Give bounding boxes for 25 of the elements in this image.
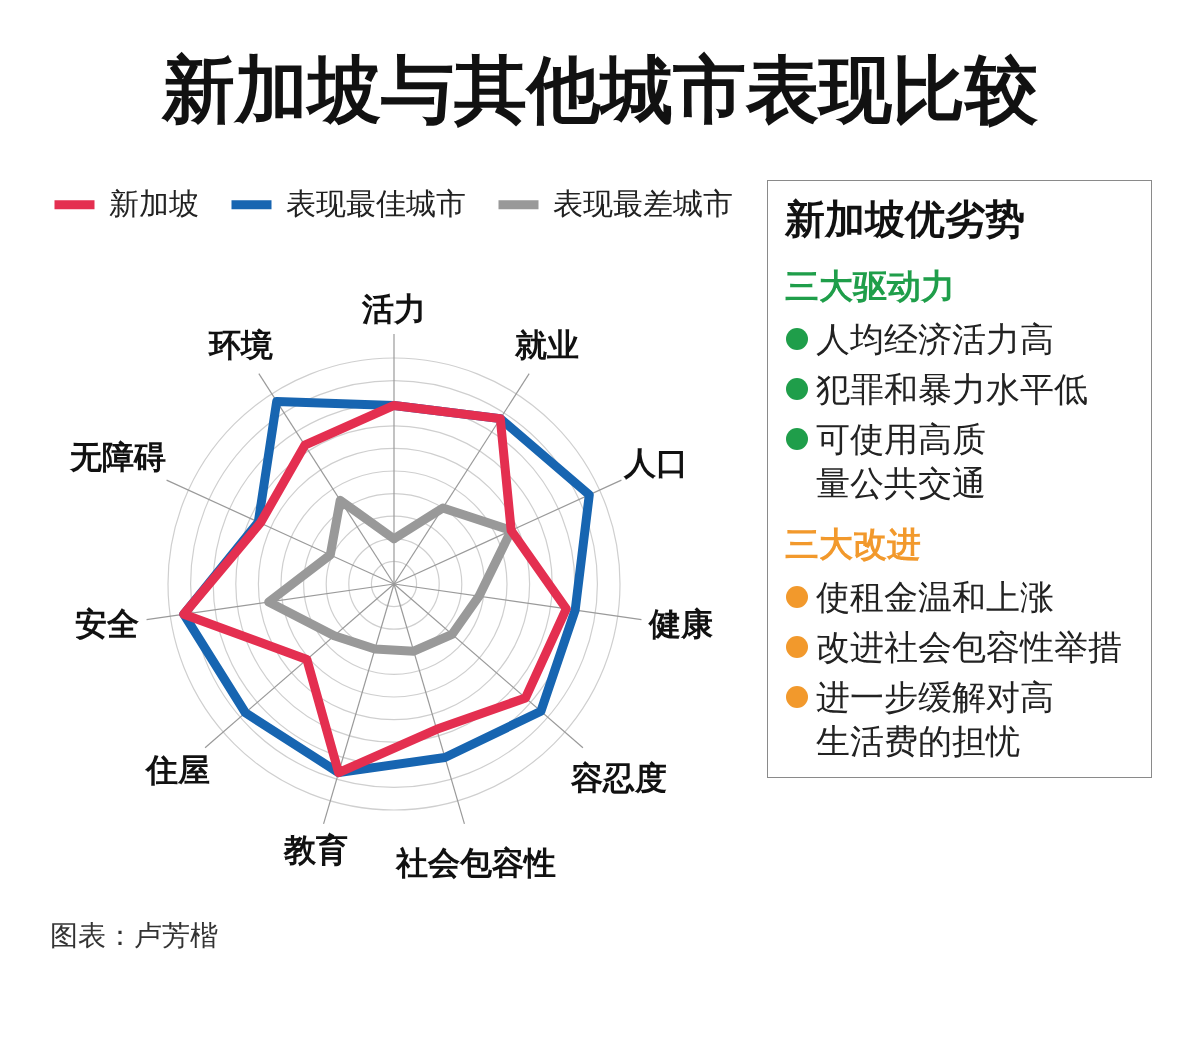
spoke-label: 无障碍 <box>69 438 167 477</box>
spoke-label: 就业 <box>513 326 579 365</box>
category-label: 人均经济活力高 <box>816 318 1055 361</box>
text: 新加坡优劣势 <box>785 195 1025 244</box>
legend-label: 新加坡 <box>109 185 199 221</box>
spoke-label: 教育 <box>282 831 348 870</box>
text: 三大改进 <box>784 523 922 566</box>
spoke-label: 社会包容性 <box>395 844 557 883</box>
category-label: 可使用高质量公共交通 <box>816 418 987 505</box>
spoke-label: 活力 <box>361 290 426 328</box>
category-label: 犯罪和暴力水平低 <box>816 368 1089 411</box>
category-label: 使租金温和上涨 <box>816 576 1055 619</box>
spoke-label: 人口 <box>623 444 689 483</box>
chart-title: 新加坡与其他城市表现比较 <box>160 47 1039 132</box>
spoke-label: 安全 <box>75 605 140 644</box>
text: 三大驱动力 <box>784 265 956 308</box>
spoke-label: 环境 <box>207 326 274 365</box>
text: 图表：卢芳楷 <box>50 918 218 954</box>
spoke-label: 健康 <box>647 605 713 644</box>
spoke-label: 容忍度 <box>570 759 668 798</box>
category-label: 进一步缓解对高生活费的担忧 <box>816 676 1055 763</box>
spoke-label: 住屋 <box>143 751 210 790</box>
legend-label: 表现最差城市 <box>553 185 733 221</box>
category-label: 改进社会包容性举措 <box>816 626 1123 669</box>
legend-label: 表现最佳城市 <box>286 185 466 221</box>
